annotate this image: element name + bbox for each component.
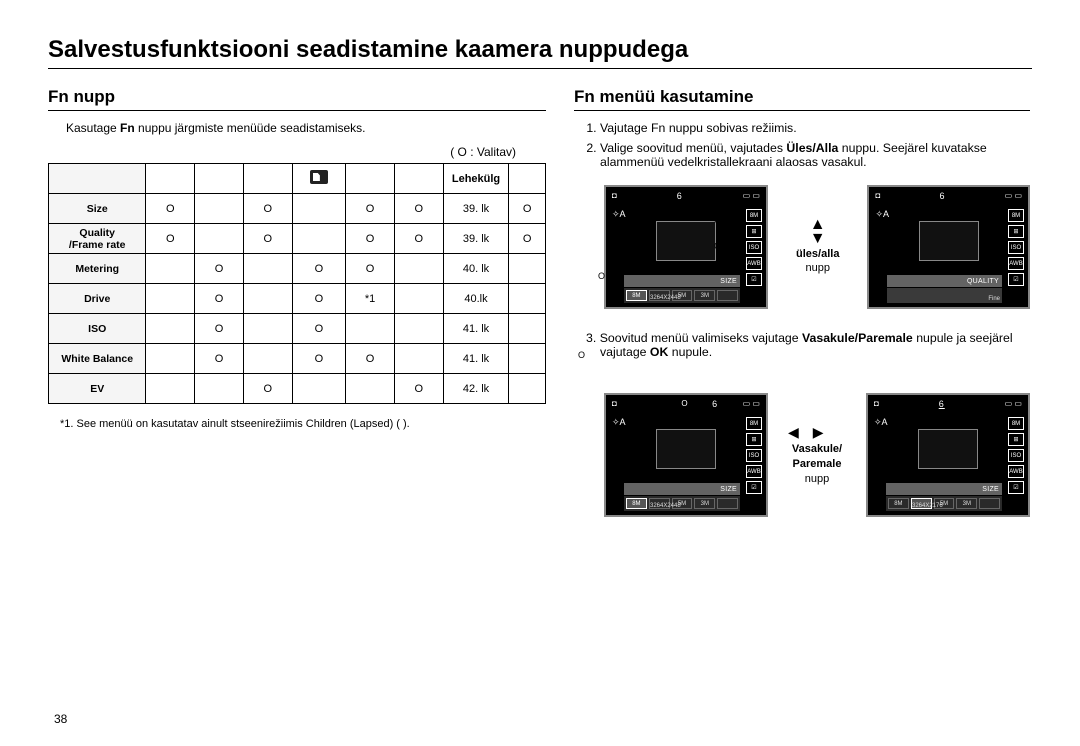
caption-updown: ▲ ▼ üles/alla nupp <box>788 218 847 276</box>
caption-leftright: ◀ ▶ Vasakule/ Paremale nupp <box>788 423 846 486</box>
feature-table: Lehekülg SizeOOOO39. lkOQuality /Frame r… <box>48 163 546 404</box>
footnote: *1. See menüü on kasutatav ainult stseen… <box>60 418 546 430</box>
table-row: White BalanceOOO41. lk <box>49 344 546 374</box>
arrow-left-icon: ◀ <box>788 423 799 442</box>
table-row: EVOO42. lk <box>49 374 546 404</box>
title-rule <box>48 68 1032 69</box>
steps-list: Vajutage Fn nuppu sobivas režiimis. Vali… <box>586 121 1030 169</box>
page-title: Salvestusfunktsiooni seadistamine kaamer… <box>48 36 1032 64</box>
col-page: Lehekülg <box>443 164 509 194</box>
section-fn-button: Fn nupp <box>48 87 546 111</box>
lcd-2: ◘6▭ ▭ ✧A 8M⊞ISOAWB☑ QUALITY Fine <box>867 185 1030 309</box>
lcd-3: ◘O6▭ ▭ ✧A 8M⊞ISOAWB☑ SIZE 8M5M3M 3264X24… <box>604 393 768 517</box>
table-header-row: Lehekülg <box>49 164 546 194</box>
step-1: Vajutage Fn nuppu sobivas režiimis. <box>600 121 1030 135</box>
right-column: Fn menüü kasutamine Vajutage Fn nuppu so… <box>574 87 1030 539</box>
arrow-right-icon: ▶ <box>813 423 824 442</box>
table-row: ISOOO41. lk <box>49 314 546 344</box>
lcd-4: ◘6▭ ▭ ✧A 8M⊞ISOAWB☑ SIZE 8M5M3M 3264X217… <box>866 393 1030 517</box>
table-row: DriveOO*140.lk <box>49 284 546 314</box>
step-3: 3. Soovitud menüü valimiseks vajutage Va… <box>586 331 1030 359</box>
screens-step2: ◘6▭ ▭ ✧A 8M⊞ISOAWB☑ SIZE 8M5M3M 3264X244… <box>604 185 1030 309</box>
table-row: Quality /Frame rateOOOO39. lkO <box>49 224 546 254</box>
legend: ( O : Valitav) <box>48 145 516 159</box>
mode-icon <box>310 170 328 184</box>
page-number: 38 <box>54 712 67 726</box>
fn-intro: Kasutage Fn nuppu järgmiste menüüde sead… <box>66 121 546 135</box>
step-2: Valige soovitud menüü, vajutades Üles/Al… <box>600 141 1030 169</box>
screens-step3: ◘O6▭ ▭ ✧A 8M⊞ISOAWB☑ SIZE 8M5M3M 3264X24… <box>604 393 1030 517</box>
table-row: MeteringOOO40. lk <box>49 254 546 284</box>
left-column: Fn nupp Kasutage Fn nuppu järgmiste menü… <box>48 87 546 539</box>
arrow-down-icon: ▼ <box>788 232 847 246</box>
table-row: SizeOOOO39. lkO <box>49 194 546 224</box>
section-fn-menu: Fn menüü kasutamine <box>574 87 1030 111</box>
